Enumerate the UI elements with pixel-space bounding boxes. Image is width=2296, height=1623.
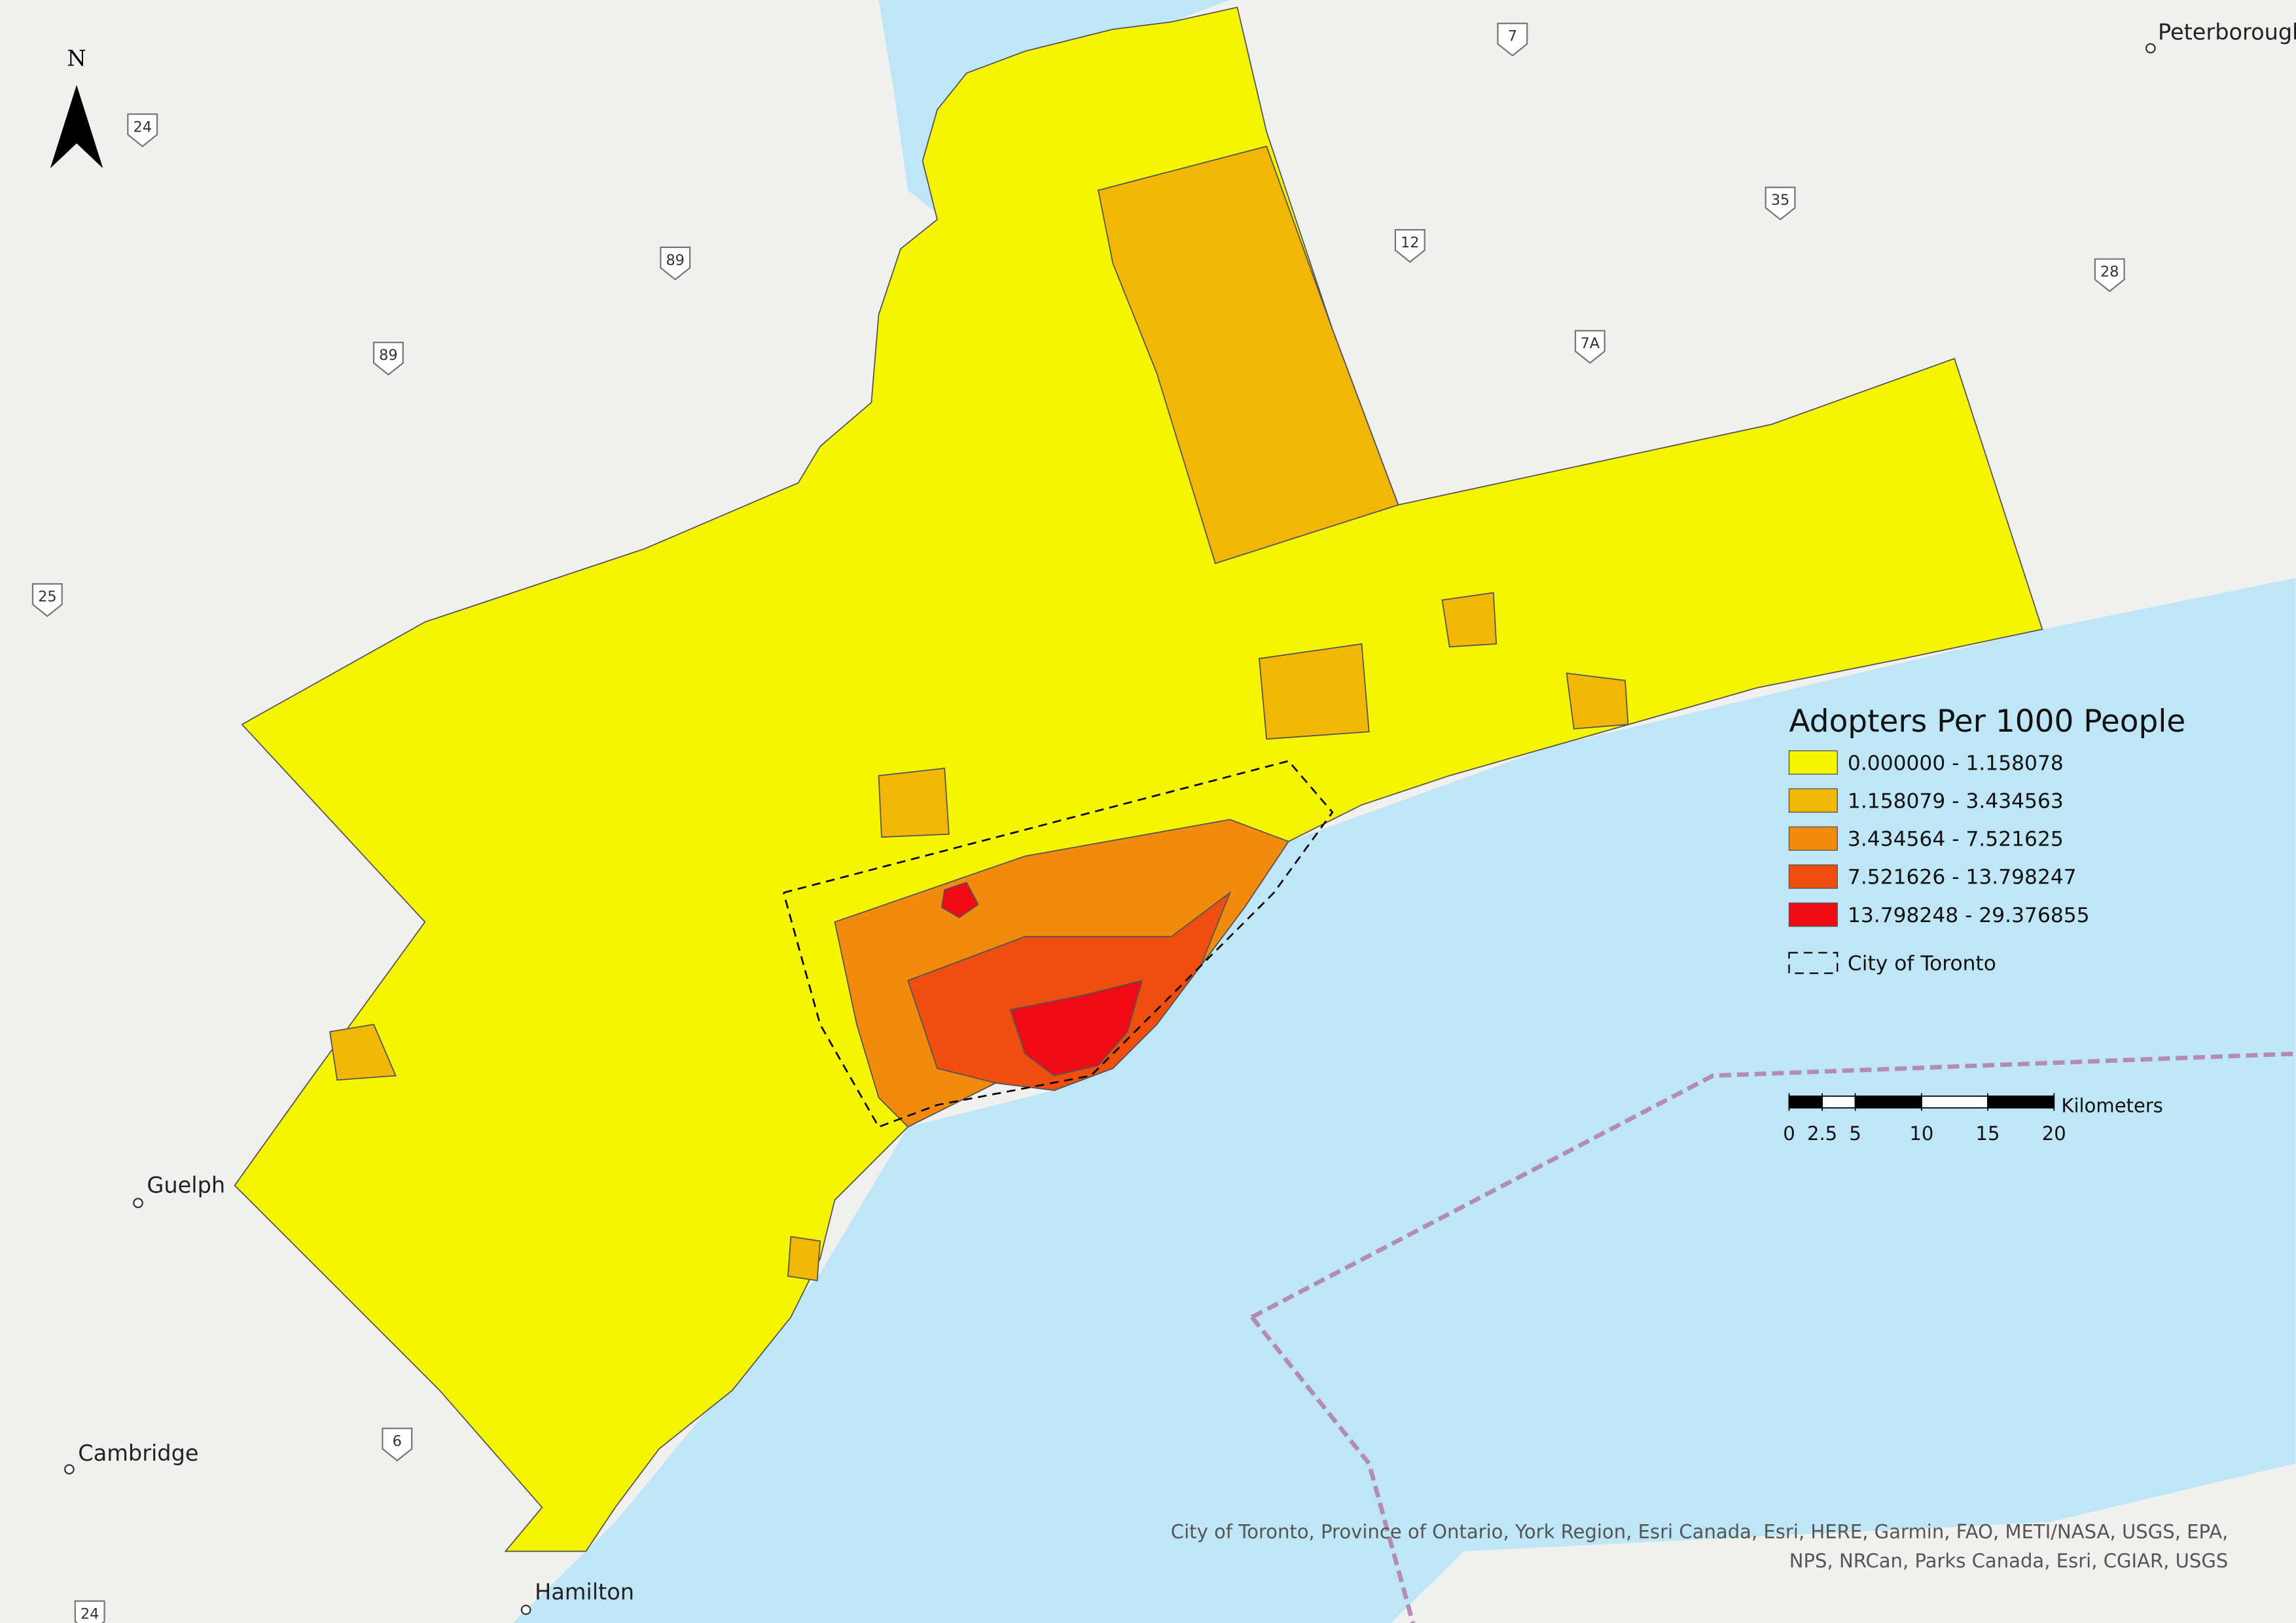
highway-shield	[660, 246, 691, 281]
region	[1441, 592, 1498, 648]
scale-tick-label: 10	[1909, 1122, 1933, 1145]
north-arrow: N	[50, 46, 103, 169]
highway-label: 7	[1508, 28, 1517, 45]
highway-label: 89	[379, 347, 397, 364]
highway-shield	[1574, 330, 1605, 365]
scale-segment	[1987, 1096, 2055, 1109]
region	[1566, 672, 1629, 730]
lake-simcoe	[878, 0, 1230, 220]
region	[1258, 643, 1370, 740]
scale-segment	[1920, 1096, 1988, 1109]
place-dot	[64, 1464, 75, 1475]
scale-segment	[1854, 1096, 1922, 1109]
map-labels: Peterborough Guelph Cambridge Hamilton 24 89 8…	[31, 19, 2296, 1623]
legend-label: 1.158079 - 3.434563	[1848, 789, 2064, 813]
highway-label: 89	[666, 252, 684, 269]
highway-shield	[31, 583, 63, 617]
highway-label: 12	[1401, 234, 1419, 251]
highway-label: 25	[38, 588, 56, 605]
north-arrow-shape	[50, 84, 103, 169]
region	[234, 7, 2043, 1552]
place-label: Cambridge	[78, 1440, 198, 1466]
place-dot	[2145, 43, 2156, 54]
place-label: Guelph	[147, 1173, 225, 1198]
region	[941, 882, 979, 919]
highway-shield	[1497, 22, 1528, 57]
lake-ontario	[512, 578, 2296, 1623]
legend-label: 13.798248 - 29.376855	[1848, 904, 2090, 927]
highway-label: 35	[1771, 192, 1789, 209]
region	[1009, 980, 1143, 1077]
attribution: NPS, NRCan, Parks Canada, Esri, CGIAR, U…	[1789, 1550, 2229, 1572]
highway-label: 24	[81, 1605, 99, 1622]
legend-label: 0.000000 - 1.158078	[1848, 751, 2064, 775]
place-dot	[133, 1198, 143, 1209]
place-label: Peterborough	[2158, 19, 2296, 45]
highway-label: 6	[393, 1433, 402, 1450]
scale-tick-label: 15	[1976, 1122, 2000, 1145]
scale-unit: Kilometers	[2061, 1095, 2163, 1117]
highway-shield	[382, 1427, 413, 1462]
region	[1097, 145, 1399, 565]
legend-title: Adopters Per 1000 People	[1789, 704, 2185, 740]
highway-shield	[372, 342, 404, 376]
highway-label: 24	[133, 118, 151, 135]
highway-shield	[1394, 228, 1426, 263]
border-line	[1250, 1315, 1415, 1623]
legend-swatch	[1788, 826, 1838, 851]
highway-label: 28	[2100, 264, 2119, 281]
legend-label: 3.434564 - 7.521625	[1848, 828, 2064, 851]
region	[878, 768, 950, 838]
scale-tick-label: 20	[2042, 1122, 2066, 1145]
highway-label: 7A	[1581, 335, 1600, 352]
attribution: City of Toronto, Province of Ontario, Yo…	[1171, 1520, 2229, 1543]
scale-tick-label: 0	[1783, 1122, 1795, 1145]
region	[329, 1024, 397, 1081]
legend: 0.000000 - 1.158078 1.158079 - 3.434563 3.…	[1788, 750, 2090, 927]
legend-swatch	[1788, 788, 1838, 813]
legend-boundary-label: City of Toronto	[1848, 952, 1996, 976]
region	[907, 891, 1232, 1091]
legend-swatch	[1788, 902, 1838, 927]
highway-shield	[1765, 187, 1796, 221]
north-label: N	[67, 46, 86, 71]
region	[787, 1236, 821, 1281]
toronto-boundary	[782, 760, 1334, 1128]
place-dot	[520, 1605, 531, 1615]
legend-boundary-swatch	[1788, 952, 1839, 974]
place-label: Hamilton	[535, 1579, 634, 1605]
highway-shield	[74, 1600, 105, 1623]
regions	[234, 7, 2043, 1552]
highway-shield	[2094, 258, 2125, 293]
scale-segment	[1788, 1096, 1823, 1109]
highway-shield	[127, 113, 158, 148]
legend-label: 7.521626 - 13.798247	[1848, 866, 2077, 889]
scale-tick-label: 2.5	[1807, 1122, 1837, 1145]
scale-bar: 0 2.5 5 10 15 20	[1783, 1093, 2066, 1145]
legend-swatch	[1788, 750, 1838, 775]
border-line	[1251, 1051, 2296, 1319]
scale-segment	[1821, 1096, 1856, 1109]
scale-tick-label: 5	[1849, 1122, 1861, 1145]
legend-swatch	[1788, 864, 1838, 889]
